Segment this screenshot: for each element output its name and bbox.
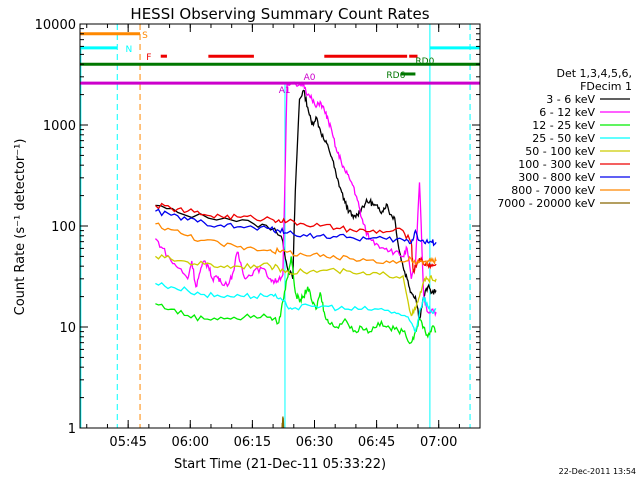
x-tick-label-4: 06:45	[358, 435, 395, 450]
legend-label-0: 3 - 6 keV	[546, 93, 595, 106]
flag-label-rd0: RD0	[415, 57, 434, 67]
legend-label-7: 800 - 7000 keV	[511, 184, 595, 197]
flag-label-f: F	[146, 53, 151, 63]
series-line-2	[155, 256, 437, 345]
legend-label-4: 50 - 100 keV	[525, 145, 595, 158]
flag-label-a0: A0	[304, 73, 316, 83]
x-tick-label-3: 06:30	[296, 435, 333, 450]
series-line-7	[155, 222, 437, 267]
legend-label-3: 25 - 50 keV	[532, 132, 595, 145]
flag-label-s: S	[142, 31, 148, 41]
flag-label-n: N	[126, 45, 133, 55]
series-group	[154, 81, 437, 428]
flag-label-a1: A1	[279, 86, 291, 96]
series-line-1	[154, 81, 437, 318]
series-line-8	[281, 416, 285, 428]
x-tick-label-1: 06:00	[172, 435, 209, 450]
legend-label-1: 6 - 12 keV	[539, 106, 595, 119]
series-line-4	[155, 254, 437, 317]
timestamp: 22-Dec-2011 13:54	[559, 467, 636, 476]
y-tick-label-2: 100	[51, 220, 76, 235]
legend-label-2: 12 - 25 keV	[532, 119, 595, 132]
x-axis-label: Start Time (21-Dec-11 05:33:22)	[174, 457, 386, 472]
chart-title: HESSI Observing Summary Count Rates	[130, 5, 429, 23]
flag-label-rd6: RD6	[386, 71, 405, 81]
legend-label-5: 100 - 300 keV	[518, 158, 595, 171]
legend-header-1: Det 1,3,4,5,6,	[556, 67, 632, 80]
series-line-5	[154, 202, 437, 275]
legend-label-6: 300 - 800 keV	[518, 171, 595, 184]
x-tick-label-5: 07:00	[420, 435, 457, 450]
y-axis-label: Count Rate (s⁻¹ detector⁻¹)	[13, 139, 28, 316]
y-tick-label-1: 10	[59, 321, 76, 336]
y-tick-label-3: 1000	[43, 119, 76, 134]
legend-header-2: FDecim 1	[580, 80, 632, 93]
x-tick-label-2: 06:15	[234, 435, 271, 450]
series-line-6	[155, 208, 437, 247]
x-tick-label-0: 05:45	[109, 435, 146, 450]
plot-area: SN F RD0 RD6 A1 A0 1 10 100 1000 10000 05:45 06:00 06…	[35, 18, 630, 450]
y-tick-label-0: 1	[68, 422, 76, 437]
legend-label-8: 7000 - 20000 keV	[497, 197, 595, 210]
y-tick-label-4: 10000	[35, 18, 76, 33]
series-line-0	[155, 89, 437, 321]
series-line-3	[155, 281, 437, 333]
